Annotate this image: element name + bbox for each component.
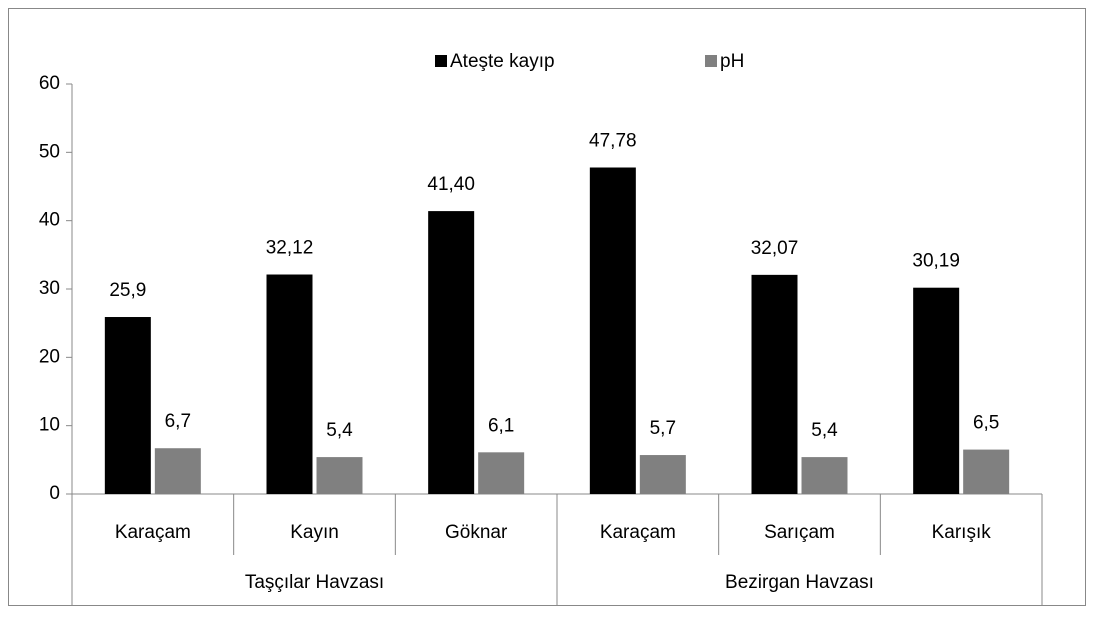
value-label: 6,1 [488,415,514,436]
y-tick-label: 20 [39,346,60,367]
bar [478,452,525,494]
legend-label: Ateşte kayıp [450,51,555,72]
x-tick-label: Karışık [932,522,992,543]
bar [316,457,363,494]
bar [751,274,798,494]
value-label: 41,40 [427,174,475,195]
value-label: 6,5 [973,413,999,434]
value-label: 5,4 [326,420,353,441]
bar [913,287,960,494]
x-tick-label: Karaçam [115,522,191,543]
value-label: 32,12 [266,238,314,259]
x-tick-label: Karaçam [600,522,676,543]
y-tick-label: 0 [49,483,60,504]
y-tick-label: 30 [39,278,60,299]
y-tick-label: 60 [39,73,60,94]
bar [428,211,475,494]
x-tick-label: Göknar [445,522,508,543]
y-tick-label: 50 [39,141,60,162]
y-tick-label: 10 [39,415,60,436]
legend-label: pH [720,51,744,72]
group-label: Taşçılar Havzası [245,572,384,593]
y-tick-label: 40 [39,210,60,231]
bar [154,448,201,494]
chart-border [8,8,1086,606]
x-tick-label: Kayın [290,522,339,543]
value-label: 32,07 [751,238,799,259]
value-label: 5,7 [650,418,676,439]
legend-swatch [705,55,717,67]
group-label: Bezirgan Havzası [725,572,874,593]
bar [589,167,636,494]
value-label: 6,7 [165,411,191,432]
value-label: 25,9 [109,280,146,301]
bar [801,457,848,494]
bar [639,455,686,494]
value-label: 30,19 [912,251,960,272]
bar [266,274,313,494]
value-label: 5,4 [811,420,838,441]
x-tick-label: Sarıçam [764,522,835,543]
bar [963,449,1010,494]
legend-swatch [435,55,447,67]
bar [104,317,151,494]
value-label: 47,78 [589,131,637,152]
